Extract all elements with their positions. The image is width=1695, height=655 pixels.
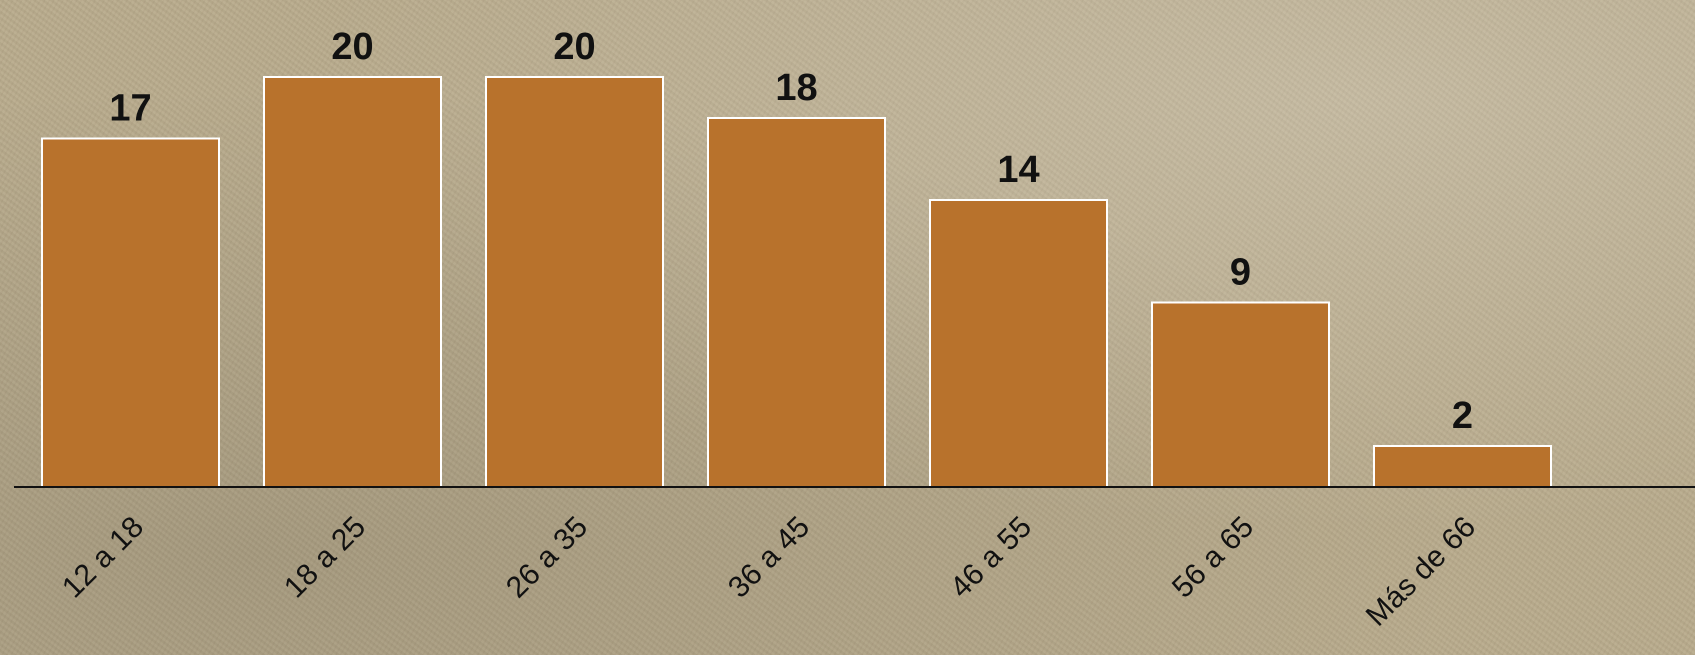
value-label-4: 18 xyxy=(775,67,817,109)
category-label-5: 46 a 55 xyxy=(944,510,1038,604)
category-labels-group: 12 a 18 18 a 25 26 a 35 36 a 45 46 a 55 56 a … xyxy=(56,510,1482,632)
category-label-1: 12 a 18 xyxy=(56,510,150,604)
category-label-2: 18 a 25 xyxy=(278,510,372,604)
category-label-3: 26 a 35 xyxy=(500,510,594,604)
bar-4 xyxy=(707,117,886,488)
bar-1 xyxy=(41,137,220,488)
value-label-6: 9 xyxy=(1230,252,1251,294)
bar-7 xyxy=(1373,445,1552,488)
bar-5 xyxy=(929,199,1108,488)
value-label-7: 2 xyxy=(1452,395,1473,437)
bar-3 xyxy=(485,76,664,488)
value-label-5: 14 xyxy=(997,149,1039,191)
category-label-6: 56 a 65 xyxy=(1166,510,1260,604)
value-label-1: 17 xyxy=(109,88,151,130)
category-label-7: Más de 66 xyxy=(1360,510,1482,632)
bar-2 xyxy=(263,76,442,488)
bars-group xyxy=(41,76,1552,488)
value-label-3: 20 xyxy=(553,26,595,68)
bar-6 xyxy=(1151,301,1330,488)
value-label-2: 20 xyxy=(331,26,373,68)
category-label-4: 36 a 45 xyxy=(722,510,816,604)
value-labels-group: 17 20 20 18 14 9 2 xyxy=(109,26,1473,437)
